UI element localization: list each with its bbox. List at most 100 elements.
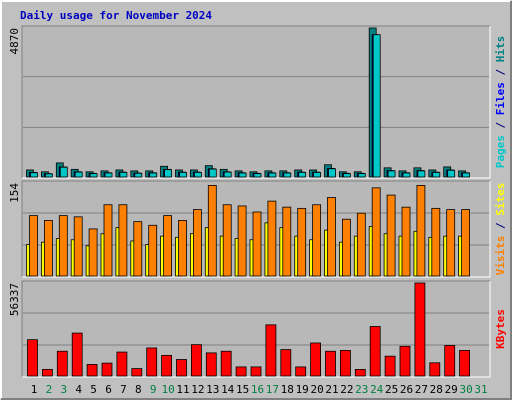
x-tick-label: 18: [281, 383, 294, 396]
bar: [402, 172, 411, 178]
bar: [327, 197, 336, 277]
bar: [42, 368, 53, 377]
y-tick-label: 4870: [8, 28, 21, 55]
bar: [133, 221, 143, 277]
x-tick-label: 13: [206, 383, 219, 396]
bar: [208, 168, 217, 178]
bar: [399, 345, 411, 377]
bar: [414, 282, 426, 377]
plot-bevel: [22, 26, 491, 179]
x-tick-label: 26: [400, 383, 413, 396]
x-tick-label: 2: [46, 383, 53, 396]
bar: [253, 173, 262, 178]
bar: [148, 224, 158, 277]
bar: [89, 173, 98, 178]
bar: [161, 354, 173, 377]
bar: [462, 172, 471, 178]
bar: [118, 204, 128, 277]
legend-entry: Files: [494, 82, 507, 115]
x-tick-label: 17: [266, 383, 279, 396]
bar: [116, 351, 128, 377]
bar: [341, 218, 351, 277]
x-tick-label: 16: [251, 383, 264, 396]
bar: [146, 347, 158, 377]
bar: [73, 216, 83, 277]
bar: [298, 172, 307, 178]
x-tick-label: 29: [445, 383, 458, 396]
y-tick-label: 56337: [8, 283, 21, 316]
bar: [104, 172, 113, 178]
bar: [252, 211, 262, 277]
bar: [29, 215, 38, 277]
bar: [86, 364, 98, 377]
bar: [190, 344, 202, 377]
bar: [30, 172, 38, 178]
bar: [88, 228, 98, 277]
x-tick-label: 9: [150, 383, 157, 396]
bar: [387, 170, 396, 178]
bar: [149, 172, 158, 178]
x-tick-label: 1: [31, 383, 38, 396]
bar: [328, 168, 336, 178]
bar: [238, 172, 247, 178]
bar: [444, 345, 456, 377]
legend: Pages / Files / Hits: [494, 36, 507, 169]
bar: [461, 209, 471, 277]
bar: [59, 166, 68, 178]
bar: [250, 366, 262, 377]
x-tick-label: 7: [120, 383, 127, 396]
bar: [280, 349, 292, 377]
bar: [297, 207, 307, 277]
bar: [119, 172, 128, 178]
legend-entry: Hits: [494, 36, 507, 63]
legend-separator: /: [494, 216, 507, 236]
bar: [369, 326, 381, 377]
legend-entry: Sites: [494, 183, 507, 216]
bar: [71, 332, 83, 377]
bar: [357, 173, 366, 178]
bar: [372, 34, 381, 178]
bar: [223, 171, 232, 178]
bar: [56, 350, 68, 377]
legend-entry: Visits: [494, 236, 507, 276]
bar: [339, 350, 351, 377]
bar: [134, 172, 143, 178]
bar: [164, 169, 173, 178]
bar: [131, 368, 143, 377]
plot-bevel: [22, 281, 491, 378]
x-tick-label: 27: [415, 383, 428, 396]
bar: [417, 170, 426, 178]
x-tick-label: 6: [105, 383, 112, 396]
x-tick-label: 28: [430, 383, 443, 396]
bar: [205, 352, 217, 377]
x-tick-label: 15: [236, 383, 249, 396]
bar: [58, 215, 68, 277]
bar: [446, 209, 456, 277]
x-tick-label: 25: [385, 383, 398, 396]
bar: [432, 172, 441, 178]
bar: [282, 206, 292, 277]
x-tick-label: 4: [75, 383, 82, 396]
bar: [45, 173, 53, 178]
bar: [178, 220, 187, 277]
bar: [342, 173, 351, 178]
bar: [354, 368, 366, 377]
chart-title: Daily usage for November 2024: [20, 9, 212, 22]
legend-entry: Pages: [494, 135, 507, 168]
bar: [27, 339, 38, 377]
x-tick-label: 30: [459, 383, 472, 396]
bar: [416, 185, 426, 277]
x-tick-label: 3: [60, 383, 67, 396]
bar: [237, 205, 247, 277]
x-tick-label: 5: [90, 383, 97, 396]
x-tick-label: 14: [221, 383, 235, 396]
y-tick-label: 154: [8, 183, 21, 203]
legend-separator: /: [494, 62, 507, 82]
bar: [207, 185, 217, 277]
bar: [356, 212, 366, 277]
plot-area: [21, 25, 491, 179]
bar: [74, 171, 83, 178]
legend: KBytes: [494, 309, 507, 349]
